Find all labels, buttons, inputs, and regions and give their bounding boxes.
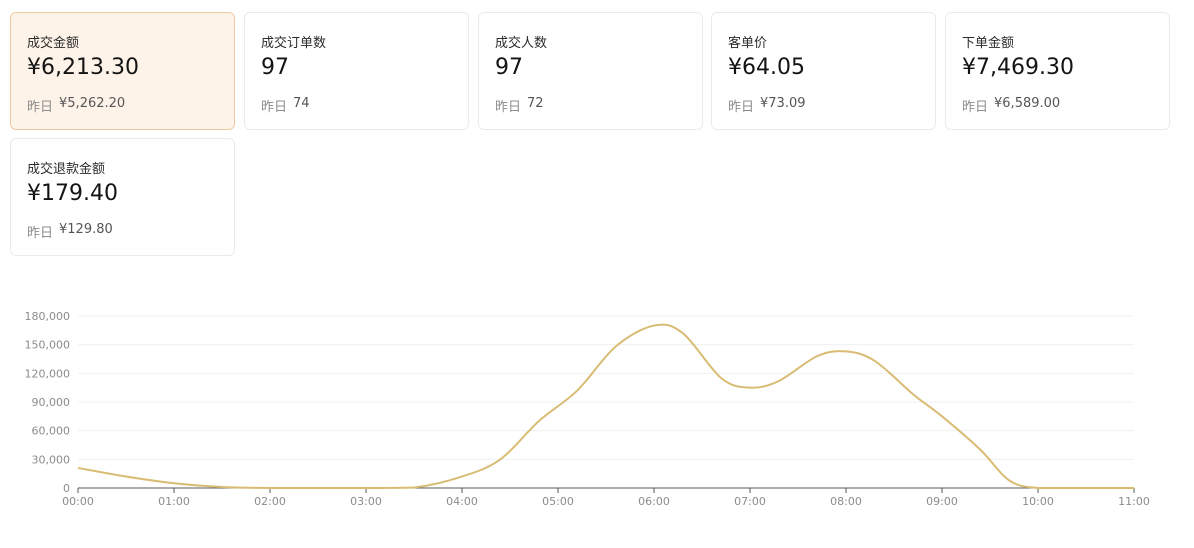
metric-value: ¥179.40 [27,181,118,206]
metric-card-gmv[interactable]: 成交金额 ¥6,213.30 昨日 ¥5,262.20 [10,12,235,130]
metric-label: 成交人数 [495,36,548,51]
x-tick-label: 03:00 [350,495,382,508]
metric-card-avg-price[interactable]: 客单价 ¥64.05 昨日 ¥73.09 [711,12,936,130]
prev-label: 昨日 [962,100,989,115]
x-tick-label: 08:00 [830,495,862,508]
metric-prev: 昨日 74 [261,96,310,115]
prev-value: ¥6,589.00 [994,96,1061,111]
x-tick-label: 07:00 [734,495,766,508]
y-tick-label: 0 [63,482,70,495]
metric-prev: 昨日 ¥6,589.00 [962,96,1060,115]
metric-label: 成交退款金额 [27,162,106,177]
prev-value: ¥73.09 [760,96,806,111]
metric-prev: 昨日 72 [495,96,544,115]
trend-chart[interactable]: 0 30,000 60,000 90,000 120,000 150,000 180,000… [0,290,1194,520]
x-tick-label: 02:00 [254,495,286,508]
x-tick-label: 06:00 [638,495,670,508]
prev-label: 昨日 [495,100,522,115]
prev-label: 昨日 [27,226,54,241]
x-tick-label: 04:00 [446,495,478,508]
prev-value: ¥5,262.20 [59,96,126,111]
y-tick-label: 120,000 [25,367,71,380]
prev-label: 昨日 [27,100,54,115]
y-tick-label: 60,000 [32,425,71,438]
metric-value: 97 [495,55,523,80]
metric-label: 下单金额 [962,36,1015,51]
prev-value: ¥129.80 [59,222,113,237]
metric-prev: 昨日 ¥5,262.20 [27,96,125,115]
metric-label: 成交订单数 [261,36,327,51]
metric-value: 97 [261,55,289,80]
metric-card-orders[interactable]: 成交订单数 97 昨日 74 [244,12,469,130]
x-tick-label: 00:00 [62,495,94,508]
metric-value: ¥7,469.30 [962,55,1074,80]
metric-value: ¥64.05 [728,55,805,80]
x-tick-label: 05:00 [542,495,574,508]
prev-label: 昨日 [728,100,755,115]
y-tick-label: 180,000 [25,310,71,323]
prev-value: 74 [293,96,310,111]
x-tick-label: 11:00 [1118,495,1150,508]
x-tick-label: 10:00 [1022,495,1054,508]
metric-prev: 昨日 ¥129.80 [27,222,113,241]
y-tick-label: 90,000 [32,396,71,409]
metric-card-order-amount[interactable]: 下单金额 ¥7,469.30 昨日 ¥6,589.00 [945,12,1170,130]
x-tick-label: 09:00 [926,495,958,508]
y-tick-label: 150,000 [25,339,71,352]
series-line [77,323,1134,489]
metric-value: ¥6,213.30 [27,55,139,80]
prev-value: 72 [527,96,544,111]
y-tick-label: 30,000 [32,453,71,466]
metric-card-refund[interactable]: 成交退款金额 ¥179.40 昨日 ¥129.80 [10,138,235,256]
metric-label: 客单价 [728,36,768,51]
prev-label: 昨日 [261,100,288,115]
metric-card-buyers[interactable]: 成交人数 97 昨日 72 [478,12,703,130]
x-tick-label: 01:00 [158,495,190,508]
metric-label: 成交金额 [27,36,80,51]
metric-prev: 昨日 ¥73.09 [728,96,806,115]
